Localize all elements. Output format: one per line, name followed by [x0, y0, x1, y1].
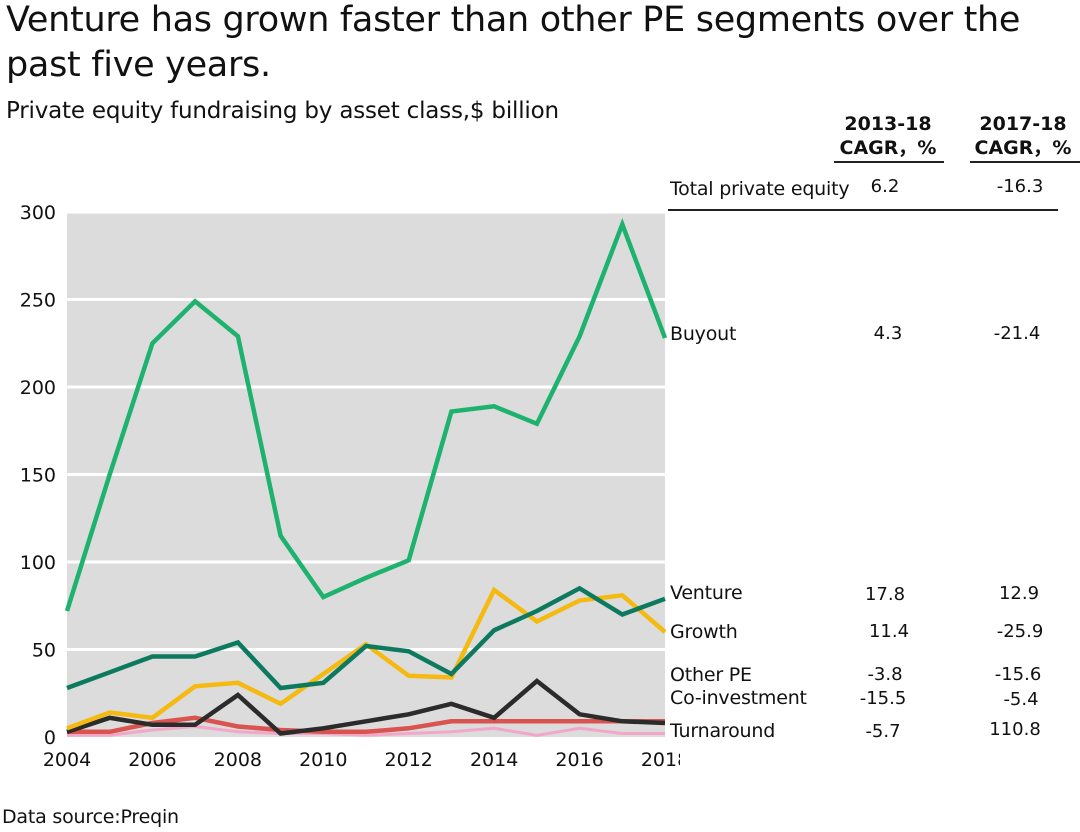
y-tick-label: 50 — [32, 640, 56, 662]
x-tick-label: 2012 — [385, 749, 433, 771]
x-tick-label: 2004 — [43, 749, 91, 771]
row-label-other-pe: Other PE — [670, 664, 752, 686]
cagr-2013-18-other-pe: -3.8 — [867, 664, 903, 685]
chart-title: Venture has grown faster than other PE s… — [6, 0, 1021, 85]
cagr-2013-18-turnaround: -5.7 — [865, 721, 901, 742]
column-header-2013-18: 2013-18 CAGR，% — [838, 112, 938, 160]
row-label-venture: Venture — [670, 582, 743, 604]
gridlines — [67, 210, 665, 651]
y-tick-label: 250 — [20, 290, 56, 312]
y-tick-label: 0 — [44, 727, 56, 749]
cagr-2013-18-venture: 17.8 — [864, 584, 906, 605]
column-header-2017-18: 2017-18 CAGR，% — [973, 112, 1073, 160]
y-tick-label: 150 — [20, 465, 56, 487]
series-line-venture — [66, 585, 666, 691]
x-tick-label: 2014 — [470, 749, 518, 771]
cagr-2017-18-co-investment: -5.4 — [1003, 689, 1039, 710]
column-header-years: 2013-18 — [844, 113, 932, 135]
cagr-2017-18-total: -16.3 — [996, 176, 1044, 197]
column-header-metric: CAGR，% — [839, 137, 937, 159]
x-tick-label: 2018 — [641, 749, 680, 771]
chart-subtitle: Private equity fundraising by asset clas… — [6, 98, 559, 124]
y-axis: 0 50 100 150 200 250 300 — [20, 202, 56, 749]
cagr-2017-18-other-pe: -15.6 — [994, 664, 1042, 685]
column-header-metric: CAGR，% — [974, 137, 1072, 159]
cagr-2017-18-turnaround: 110.8 — [989, 719, 1041, 740]
series-layer — [64, 217, 668, 737]
cagr-2013-18-growth: 11.4 — [868, 621, 910, 642]
total-row-rule — [668, 209, 1058, 211]
x-axis: 2004 2006 2008 2010 2012 2014 2016 2018 — [43, 749, 680, 771]
column-header-rule — [834, 161, 944, 163]
row-label-turnaround: Turnaround — [670, 720, 776, 742]
row-label-buyout: Buyout — [670, 323, 737, 345]
series-line-co-investment — [67, 715, 665, 735]
x-tick-label: 2008 — [214, 749, 262, 771]
series-line-other-pe — [66, 678, 666, 736]
row-label-growth: Growth — [670, 621, 738, 643]
x-tick-label: 2010 — [299, 749, 347, 771]
cagr-2017-18-venture: 12.9 — [998, 583, 1040, 604]
y-tick-label: 300 — [20, 202, 56, 224]
cagr-2013-18-total: 6.2 — [870, 176, 900, 197]
column-header-years: 2017-18 — [979, 113, 1067, 135]
cagr-2017-18-buyout: -21.4 — [993, 323, 1041, 344]
row-label-co-investment: Co-investment — [670, 687, 807, 709]
column-header-rule — [970, 161, 1080, 163]
cagr-2017-18-growth: -25.9 — [996, 621, 1044, 642]
x-tick-label: 2016 — [555, 749, 603, 771]
series-line-turnaround — [67, 724, 665, 737]
cagr-2013-18-buyout: 4.3 — [873, 323, 903, 344]
y-tick-label: 100 — [20, 552, 56, 574]
data-source: Data source:Preqin — [2, 806, 179, 828]
x-tick-label: 2006 — [128, 749, 176, 771]
cagr-2013-18-co-investment: -15.5 — [859, 688, 907, 709]
series-line-buyout — [64, 217, 668, 612]
row-label-total: Total private equity — [670, 178, 850, 200]
y-tick-label: 200 — [20, 377, 56, 399]
